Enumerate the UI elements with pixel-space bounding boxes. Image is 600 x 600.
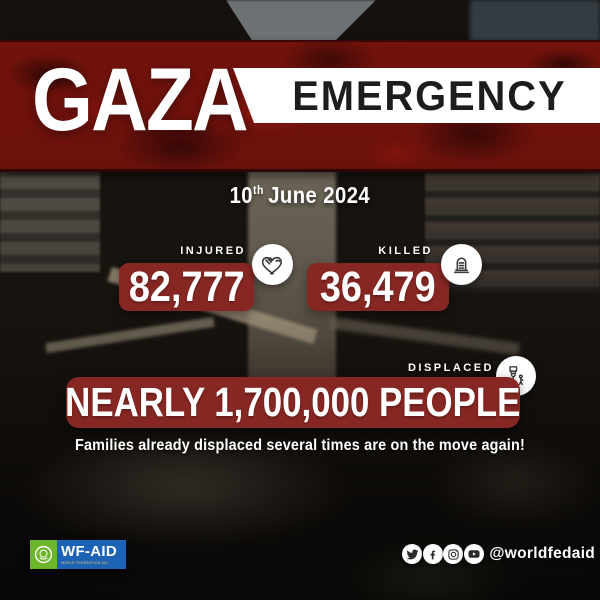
killed-label: KILLED [378,245,433,257]
social-row: @worldfedaid [402,544,595,564]
instagram-icon [443,544,464,564]
facebook-icon [422,544,443,564]
displaced-subline-row: Families already displaced several times… [0,437,600,455]
wf-aid-tagline: WORLD FEDERATION AID [61,560,109,565]
date-day: 10 [229,182,254,208]
youtube-icon [463,544,484,564]
displaced-banner: NEARLY 1,700,000 PEOPLE [65,377,521,428]
wf-aid-emblem [30,540,57,569]
injured-stat-box: 82,777 [119,263,254,311]
globe-hands-icon [33,544,54,565]
wf-aid-wordmark-box: WF-AID WORLD FEDERATION AID [57,540,126,569]
injured-stat-badge [252,244,293,285]
wf-aid-logo: WF-AID WORLD FEDERATION AID [30,540,126,569]
displaced-headline: NEARLY 1,700,000 PEOPLE [65,379,521,425]
killed-stat-badge [441,244,482,285]
date-month-year: June 2024 [268,182,371,208]
displaced-label: DISPLACED [407,362,494,374]
injured-count: 82,777 [128,262,245,311]
injured-label: INJURED [180,245,246,257]
killed-count: 36,479 [320,262,436,311]
emergency-title-box: EMERGENCY [233,68,600,123]
wf-aid-wordmark: WF-AID [61,543,117,561]
date-label: 10th June 2024 [230,182,371,209]
date-ordinal: th [253,183,264,197]
gaza-title: GAZA [32,49,249,149]
social-handle: @worldfedaid [489,545,596,562]
emergency-title: EMERGENCY [292,71,567,119]
tombstone-icon [449,252,474,277]
date-row: 10th June 2024 [0,182,600,209]
displaced-subline: Families already displaced several times… [75,437,525,454]
killed-stat-box: 36,479 [307,263,449,311]
twitter-icon [402,544,422,564]
bandaged-hands-icon [260,252,286,278]
